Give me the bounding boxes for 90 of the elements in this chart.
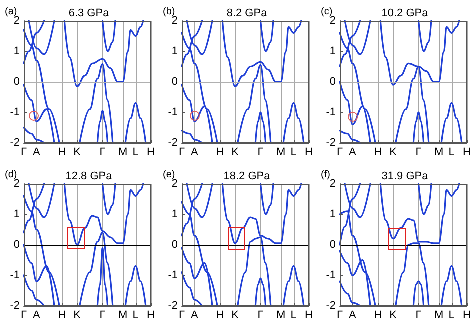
y-tick-label: 0 bbox=[330, 76, 336, 88]
x-tick-label: K bbox=[232, 310, 240, 322]
x-tick-label: Γ bbox=[258, 146, 264, 158]
y-tick-label: -2 bbox=[326, 300, 336, 312]
x-tick-label: A bbox=[191, 310, 200, 322]
x-tick-label: K bbox=[232, 146, 240, 158]
chart-title: 10.2 GPa bbox=[382, 8, 430, 20]
y-tick-label: 2 bbox=[330, 178, 336, 190]
x-tick-label: Γ bbox=[336, 146, 344, 158]
chart-title: 31.9 GPa bbox=[382, 170, 430, 182]
y-tick-label: 2 bbox=[14, 15, 20, 27]
x-tick-label: L bbox=[448, 146, 455, 158]
chart-title: 18.2 GPa bbox=[224, 170, 272, 182]
text: (e) bbox=[163, 170, 176, 180]
text: (d) bbox=[5, 170, 18, 180]
y-tick-label: 2 bbox=[14, 178, 20, 190]
x-tick-label: Γ bbox=[178, 146, 186, 158]
x-tick-label: H bbox=[463, 146, 472, 158]
x-tick-label: L bbox=[290, 146, 297, 158]
x-tick-label: Γ bbox=[258, 310, 264, 322]
y-tick-label: 1 bbox=[172, 208, 178, 220]
y-tick-label: 1 bbox=[14, 46, 20, 58]
y-tick-label: -1 bbox=[10, 270, 20, 282]
x-tick-label: L bbox=[132, 146, 139, 158]
x-tick-label: H bbox=[58, 146, 66, 158]
x-tick-label: M bbox=[118, 310, 128, 322]
x-tick-label: H bbox=[147, 310, 156, 322]
y-tick-label: 1 bbox=[330, 46, 336, 58]
x-tick-label: Γ bbox=[20, 310, 28, 322]
y-tick-label: 0 bbox=[330, 239, 336, 251]
x-tick-label: A bbox=[33, 310, 42, 322]
y-tick-label: 2 bbox=[330, 15, 336, 27]
x-tick-label: H bbox=[216, 146, 224, 158]
y-tick-label: 2 bbox=[172, 178, 178, 190]
x-tick-label: A bbox=[191, 146, 200, 158]
text: (f) bbox=[321, 170, 330, 180]
y-tick-label: 1 bbox=[330, 208, 336, 220]
x-tick-label: M bbox=[276, 310, 286, 322]
x-tick-label: M bbox=[276, 146, 286, 158]
y-tick-label: -1 bbox=[326, 106, 336, 118]
y-tick-label: 1 bbox=[172, 46, 178, 58]
x-tick-label: A bbox=[349, 310, 358, 322]
x-tick-label: L bbox=[290, 310, 297, 322]
x-tick-label: Γ bbox=[416, 146, 422, 158]
x-tick-label: K bbox=[390, 310, 398, 322]
x-tick-label: H bbox=[216, 310, 224, 322]
x-tick-label: A bbox=[33, 146, 42, 158]
x-tick-label: L bbox=[448, 310, 455, 322]
y-tick-label: -2 bbox=[10, 300, 20, 312]
x-tick-label: K bbox=[74, 310, 82, 322]
x-tick-label: K bbox=[390, 146, 398, 158]
x-tick-label: Γ bbox=[100, 310, 106, 322]
y-tick-label: -2 bbox=[168, 137, 178, 149]
chart-title: 8.2 GPa bbox=[226, 8, 268, 20]
text: (b) bbox=[163, 6, 176, 18]
text: (a) bbox=[5, 6, 18, 18]
y-tick-label: -1 bbox=[10, 106, 20, 118]
y-tick-label: 0 bbox=[172, 239, 178, 251]
x-tick-label: H bbox=[374, 310, 382, 322]
y-tick-label: -1 bbox=[326, 270, 336, 282]
y-tick-label: -2 bbox=[10, 137, 20, 149]
text: (c) bbox=[321, 6, 333, 18]
x-tick-label: Γ bbox=[100, 146, 106, 158]
x-tick-label: A bbox=[349, 146, 358, 158]
y-tick-label: -1 bbox=[168, 106, 178, 118]
x-tick-label: L bbox=[132, 310, 139, 322]
y-tick-label: -2 bbox=[168, 300, 178, 312]
y-tick-label: 0 bbox=[172, 76, 178, 88]
x-tick-label: H bbox=[305, 146, 314, 158]
x-tick-label: Γ bbox=[416, 310, 422, 322]
x-tick-label: H bbox=[58, 310, 66, 322]
x-tick-label: H bbox=[463, 310, 472, 322]
y-tick-label: -1 bbox=[168, 270, 178, 282]
x-tick-label: M bbox=[434, 310, 444, 322]
x-tick-label: H bbox=[305, 310, 314, 322]
chart-title: 6.3 GPa bbox=[68, 8, 110, 20]
y-tick-label: 0 bbox=[14, 76, 20, 88]
x-tick-label: Γ bbox=[20, 146, 28, 158]
y-tick-label: 1 bbox=[14, 208, 20, 220]
x-tick-label: M bbox=[434, 146, 444, 158]
x-tick-label: M bbox=[118, 146, 128, 158]
y-tick-label: -2 bbox=[326, 137, 336, 149]
x-tick-label: Γ bbox=[336, 310, 344, 322]
x-tick-label: K bbox=[74, 146, 82, 158]
x-tick-label: H bbox=[147, 146, 156, 158]
x-tick-label: Γ bbox=[178, 310, 186, 322]
y-tick-label: 0 bbox=[14, 239, 20, 251]
y-tick-label: 2 bbox=[172, 15, 178, 27]
x-tick-label: H bbox=[374, 146, 382, 158]
chart-title: 12.8 GPa bbox=[66, 170, 114, 182]
